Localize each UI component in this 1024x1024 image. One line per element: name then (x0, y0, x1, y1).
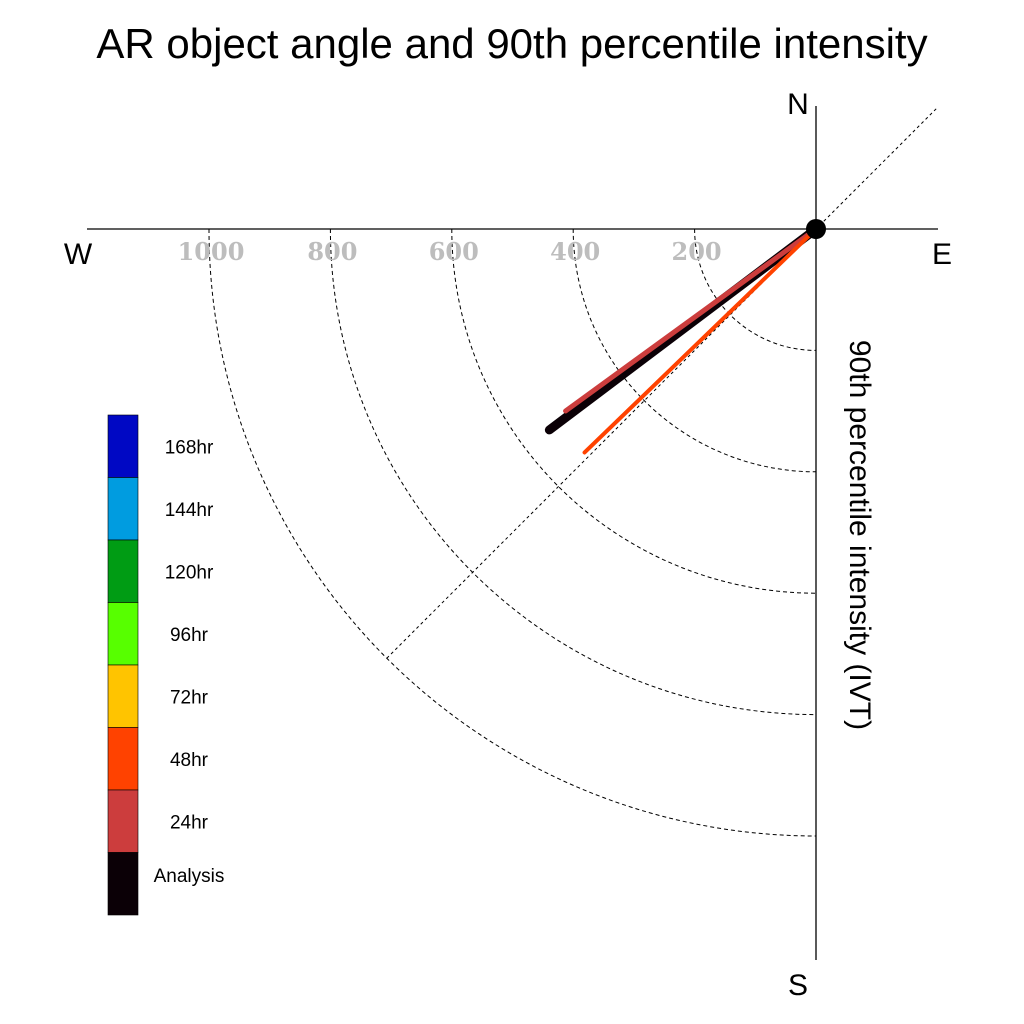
intensity-ring-1000 (208, 228, 817, 837)
legend-swatch-48hr (107, 727, 139, 791)
intensity-ring-600 (451, 228, 817, 594)
radial-tick-labels: 200 400 600 800 1000 (178, 237, 722, 266)
forecast-vectors (544, 219, 826, 455)
tick-label-1000: 1000 (178, 237, 245, 266)
vector-48hr (582, 227, 818, 455)
legend-swatch-168hr (107, 414, 139, 478)
tick-label-200: 200 (672, 237, 722, 266)
legend-label-168hr: 168hr (165, 437, 214, 458)
legend-swatch-72hr (107, 664, 139, 728)
legend-label-144hr: 144hr (165, 500, 214, 521)
compass-south-label: S (788, 969, 808, 1002)
compass-east-label: E (932, 238, 952, 271)
compass-west-label: W (64, 238, 93, 271)
lead-time-legend: 168hr 144hr 120hr 96hr 72hr 48hr 24hr Analysis (107, 414, 225, 916)
intensity-ring-400 (572, 228, 817, 473)
legend-label-analysis: Analysis (154, 866, 225, 887)
vector-24hr (563, 226, 819, 414)
legend-label-120hr: 120hr (165, 562, 214, 583)
tick-label-400: 400 (550, 237, 600, 266)
legend-swatch-96hr (107, 602, 139, 666)
legend-label-72hr: 72hr (170, 687, 209, 708)
tick-label-800: 800 (307, 237, 357, 266)
legend-swatch-24hr (107, 789, 139, 853)
intensity-rings (208, 228, 817, 837)
compass-north-label: N (787, 88, 809, 121)
y-axis-label: 90th percentile intensity (IVT) (843, 340, 876, 730)
origin-marker (806, 219, 826, 239)
legend-label-48hr: 48hr (170, 750, 209, 771)
legend-swatch-120hr (107, 539, 139, 603)
intensity-ring-200 (694, 228, 817, 351)
legend-swatch-144hr (107, 477, 139, 541)
chart-title: AR object angle and 90th percentile inte… (96, 20, 927, 67)
compass-axes (87, 106, 938, 960)
legend-label-96hr: 96hr (170, 625, 209, 646)
legend-label-24hr: 24hr (170, 812, 209, 833)
tick-label-600: 600 (429, 237, 479, 266)
legend-swatch-analysis (107, 852, 139, 916)
